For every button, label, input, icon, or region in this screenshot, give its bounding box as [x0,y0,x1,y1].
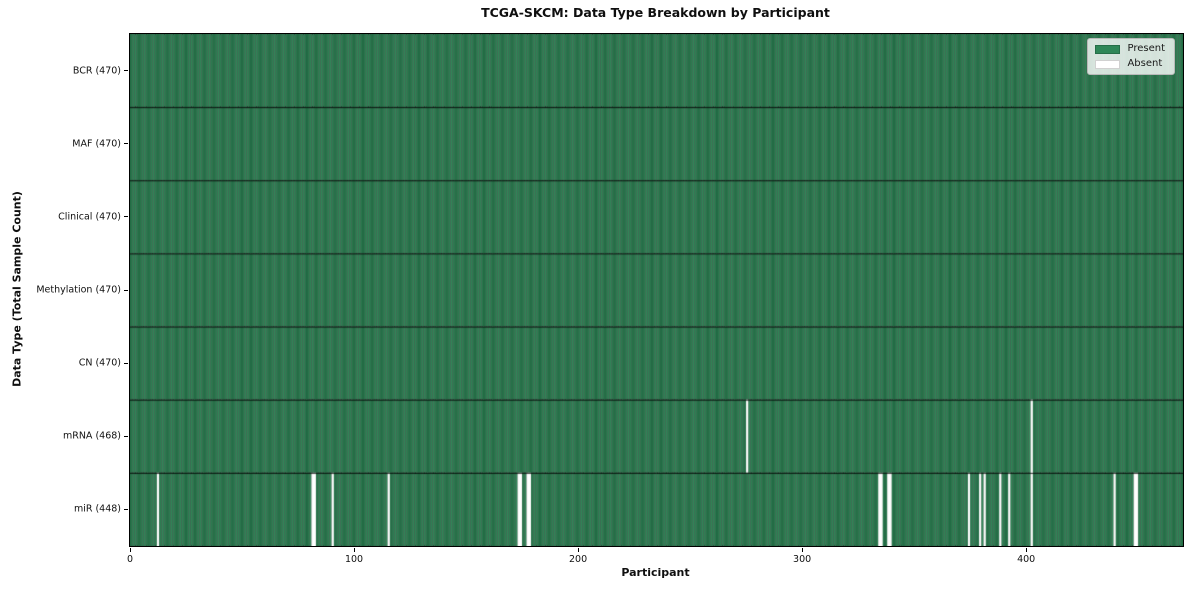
legend: Present Absent [1087,38,1175,75]
legend-label: Present [1127,43,1165,54]
y-tick-mark [124,216,129,218]
y-tick-mark [124,508,129,510]
x-tick-label: 100 [344,554,364,565]
y-tick-mark [124,289,129,291]
x-axis-label: Participant [621,566,690,579]
legend-label: Absent [1127,58,1163,69]
chart-title: TCGA-SKCM: Data Type Breakdown by Partic… [481,5,830,20]
x-tick-mark [354,547,356,552]
plot-area: 0 100 200 300 400 BCR (470) MAF (470) Clinical … [36,33,1184,565]
x-tick-label: 300 [793,554,812,565]
x-tick-mark [130,547,131,552]
y-tick-label-clinical: Clinical (470) [58,211,121,223]
y-tick-mark [124,143,129,145]
x-tick-label: 200 [569,554,588,565]
x-tick-label: 400 [1017,554,1036,565]
y-tick-label-maf: MAF (470) [72,138,121,150]
legend-swatch-absent [1095,59,1121,69]
y-tick-mark [124,70,129,72]
heatmap-canvas [130,34,1183,546]
legend-swatch-present [1095,44,1121,54]
y-tick-mark [124,362,129,364]
legend-item-absent: Absent [1095,59,1165,69]
x-tick-mark [802,547,804,552]
y-tick-label-mir: miR (448) [73,503,121,515]
y-tick-label-methylation: Methylation (470) [36,284,121,296]
y-tick-label-bcr: BCR (470) [72,65,121,77]
x-tick-mark [578,547,580,552]
y-tick-label-cn: CN (470) [78,357,121,369]
x-tick-label: 0 [126,554,134,565]
y-axis-label: Data Type (Total Sample Count) [10,191,24,387]
y-tick-mark [124,435,129,437]
x-tick-mark [1026,547,1028,552]
legend-item-present: Present [1095,44,1165,54]
y-tick-label-mrna: mRNA (468) [62,430,121,442]
